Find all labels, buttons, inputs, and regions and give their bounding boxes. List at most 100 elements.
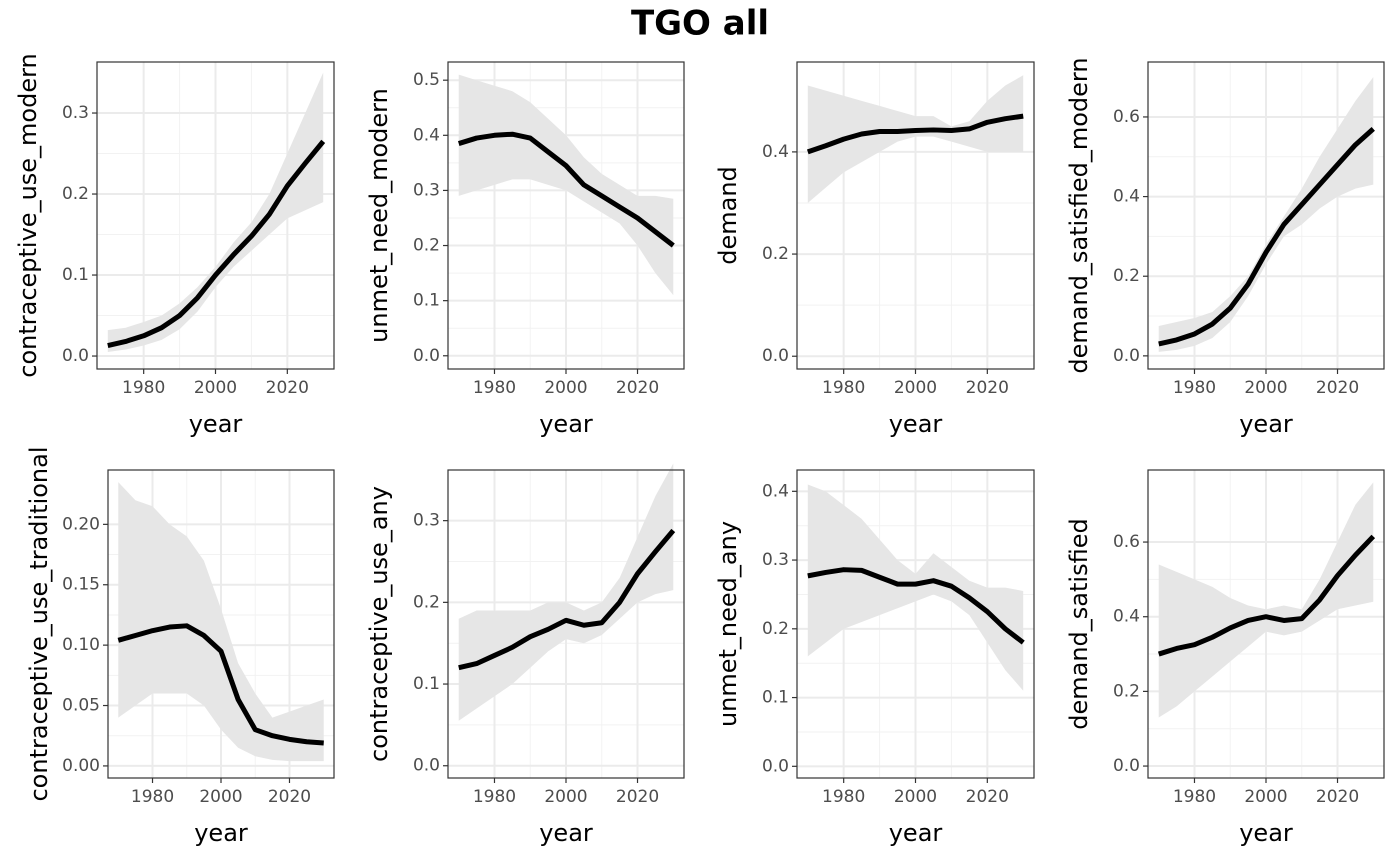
panel-border: [796, 469, 1035, 779]
y-axis-title: contraceptive_use_traditional: [25, 446, 53, 801]
y-tick-label: 0.2: [413, 236, 440, 256]
x-tick-label: 2020: [266, 378, 309, 398]
x-axis-title: year: [194, 819, 248, 847]
figure-title: TGO all: [631, 4, 769, 44]
panel-border: [1147, 61, 1385, 370]
y-tick-label: 0.2: [762, 619, 789, 639]
panel: 0.0 0.1 0.2 0.3 1980 2000 2020 year contraceptiv…: [365, 463, 685, 847]
panel: 0.0 0.2 0.4 0.6 1980 2000 2020 year demand_satis…: [1065, 469, 1385, 847]
x-tick-label: 2020: [616, 378, 659, 398]
x-axis-title: year: [539, 410, 593, 438]
x-tick-label: 2000: [544, 378, 587, 398]
y-tick-label: 0.5: [413, 70, 440, 90]
line: [107, 139, 326, 348]
y-tick-label: 0.4: [762, 142, 789, 162]
x-tick-label: 2020: [1316, 378, 1359, 398]
y-tick-label: 0.6: [1113, 107, 1140, 127]
y-tick-label: 0.0: [62, 346, 89, 366]
x-tick-label: 2000: [894, 787, 937, 807]
y-tick-label: 0.2: [413, 592, 440, 612]
y-tick-label: 0.0: [413, 346, 440, 366]
x-axis-title: year: [1239, 410, 1293, 438]
y-tick-label: 0.3: [62, 103, 89, 123]
x-tick-label: 2000: [194, 378, 237, 398]
x-tick-label: 1980: [822, 378, 865, 398]
y-axis-title: demand: [714, 166, 742, 265]
confidence-band: [1158, 77, 1374, 352]
x-tick-label: 2020: [268, 787, 311, 807]
y-tick-label: 0.2: [1113, 266, 1140, 286]
line: [806, 113, 1024, 155]
y-tick-label: 0.4: [762, 481, 789, 501]
panel-border: [796, 61, 1035, 370]
x-tick-label: 1980: [131, 787, 174, 807]
y-tick-label: 0.4: [1113, 187, 1140, 207]
x-tick-label: 2000: [199, 787, 242, 807]
x-tick-label: 1980: [473, 787, 516, 807]
y-tick-label: 0.0: [762, 756, 789, 776]
y-tick-label: 0.1: [62, 265, 89, 285]
x-tick-label: 2000: [544, 787, 587, 807]
confidence-band: [458, 463, 674, 721]
y-tick-label: 0.6: [1113, 532, 1140, 552]
confidence-band: [118, 482, 324, 762]
x-tick-label: 2020: [616, 787, 659, 807]
panel: 0.0 0.1 0.2 0.3 1980 2000 2020 year contraceptiv…: [14, 53, 335, 438]
panel-border: [96, 61, 335, 370]
y-tick-label: 0.4: [413, 125, 440, 145]
line: [1157, 534, 1376, 657]
y-tick-label: 0.0: [413, 756, 440, 776]
y-axis-title: unmet_need_modern: [365, 88, 393, 343]
y-tick-label: 0.1: [762, 688, 789, 708]
y-tick-label: 0.3: [413, 180, 440, 200]
y-axis-title: contraceptive_use_any: [365, 486, 393, 762]
y-tick-label: 0.05: [62, 696, 100, 716]
y-tick-label: 0.1: [413, 674, 440, 694]
panel-border: [1147, 469, 1385, 779]
x-tick-label: 1980: [122, 378, 165, 398]
line: [117, 623, 324, 746]
x-tick-label: 2020: [1316, 787, 1359, 807]
y-tick-label: 0.4: [1113, 607, 1140, 627]
x-tick-label: 1980: [1173, 378, 1216, 398]
panel-border: [447, 469, 685, 779]
confidence-band: [458, 74, 674, 296]
y-axis-title: unmet_need_any: [714, 521, 742, 727]
line: [807, 567, 1025, 645]
y-tick-label: 0.00: [62, 756, 100, 776]
y-tick-label: 0.2: [1113, 681, 1140, 701]
line: [457, 131, 675, 248]
y-axis-title: contraceptive_use_modern: [14, 53, 42, 378]
line: [1158, 127, 1375, 347]
y-tick-label: 0.3: [413, 511, 440, 531]
y-tick-label: 0.10: [62, 635, 100, 655]
confidence-band: [807, 484, 1024, 691]
x-tick-label: 2020: [966, 787, 1009, 807]
x-tick-label: 2020: [966, 378, 1009, 398]
y-tick-label: 0.0: [1113, 756, 1140, 776]
x-tick-label: 1980: [473, 378, 516, 398]
y-tick-label: 0.0: [762, 346, 789, 366]
x-tick-label: 2000: [894, 378, 937, 398]
x-axis-title: year: [539, 819, 593, 847]
x-tick-label: 1980: [1173, 787, 1216, 807]
y-tick-label: 0.2: [62, 184, 89, 204]
y-tick-label: 0.15: [62, 575, 100, 595]
confidence-band: [107, 72, 324, 352]
x-axis-title: year: [189, 410, 243, 438]
y-axis-title: demand_satisfied: [1065, 518, 1093, 729]
line: [458, 528, 676, 671]
y-tick-label: 0.3: [762, 550, 789, 570]
x-tick-label: 1980: [822, 787, 865, 807]
panel-border: [447, 61, 685, 370]
x-tick-label: 2000: [1244, 378, 1287, 398]
panel: 0.00 0.05 0.10 0.15 0.20 1980 2000 2020 year cont…: [25, 446, 335, 847]
confidence-band: [1158, 482, 1374, 718]
y-axis-title: demand_satisfied_modern: [1065, 57, 1093, 373]
x-axis-title: year: [1239, 819, 1293, 847]
y-tick-label: 0.0: [1113, 346, 1140, 366]
panel: 0.0 0.1 0.2 0.3 0.4 1980 2000 2020 year unmet_nee…: [714, 469, 1035, 847]
x-axis-title: year: [889, 819, 943, 847]
panel: 0.0 0.2 0.4 1980 2000 2020 year demand: [714, 61, 1035, 438]
